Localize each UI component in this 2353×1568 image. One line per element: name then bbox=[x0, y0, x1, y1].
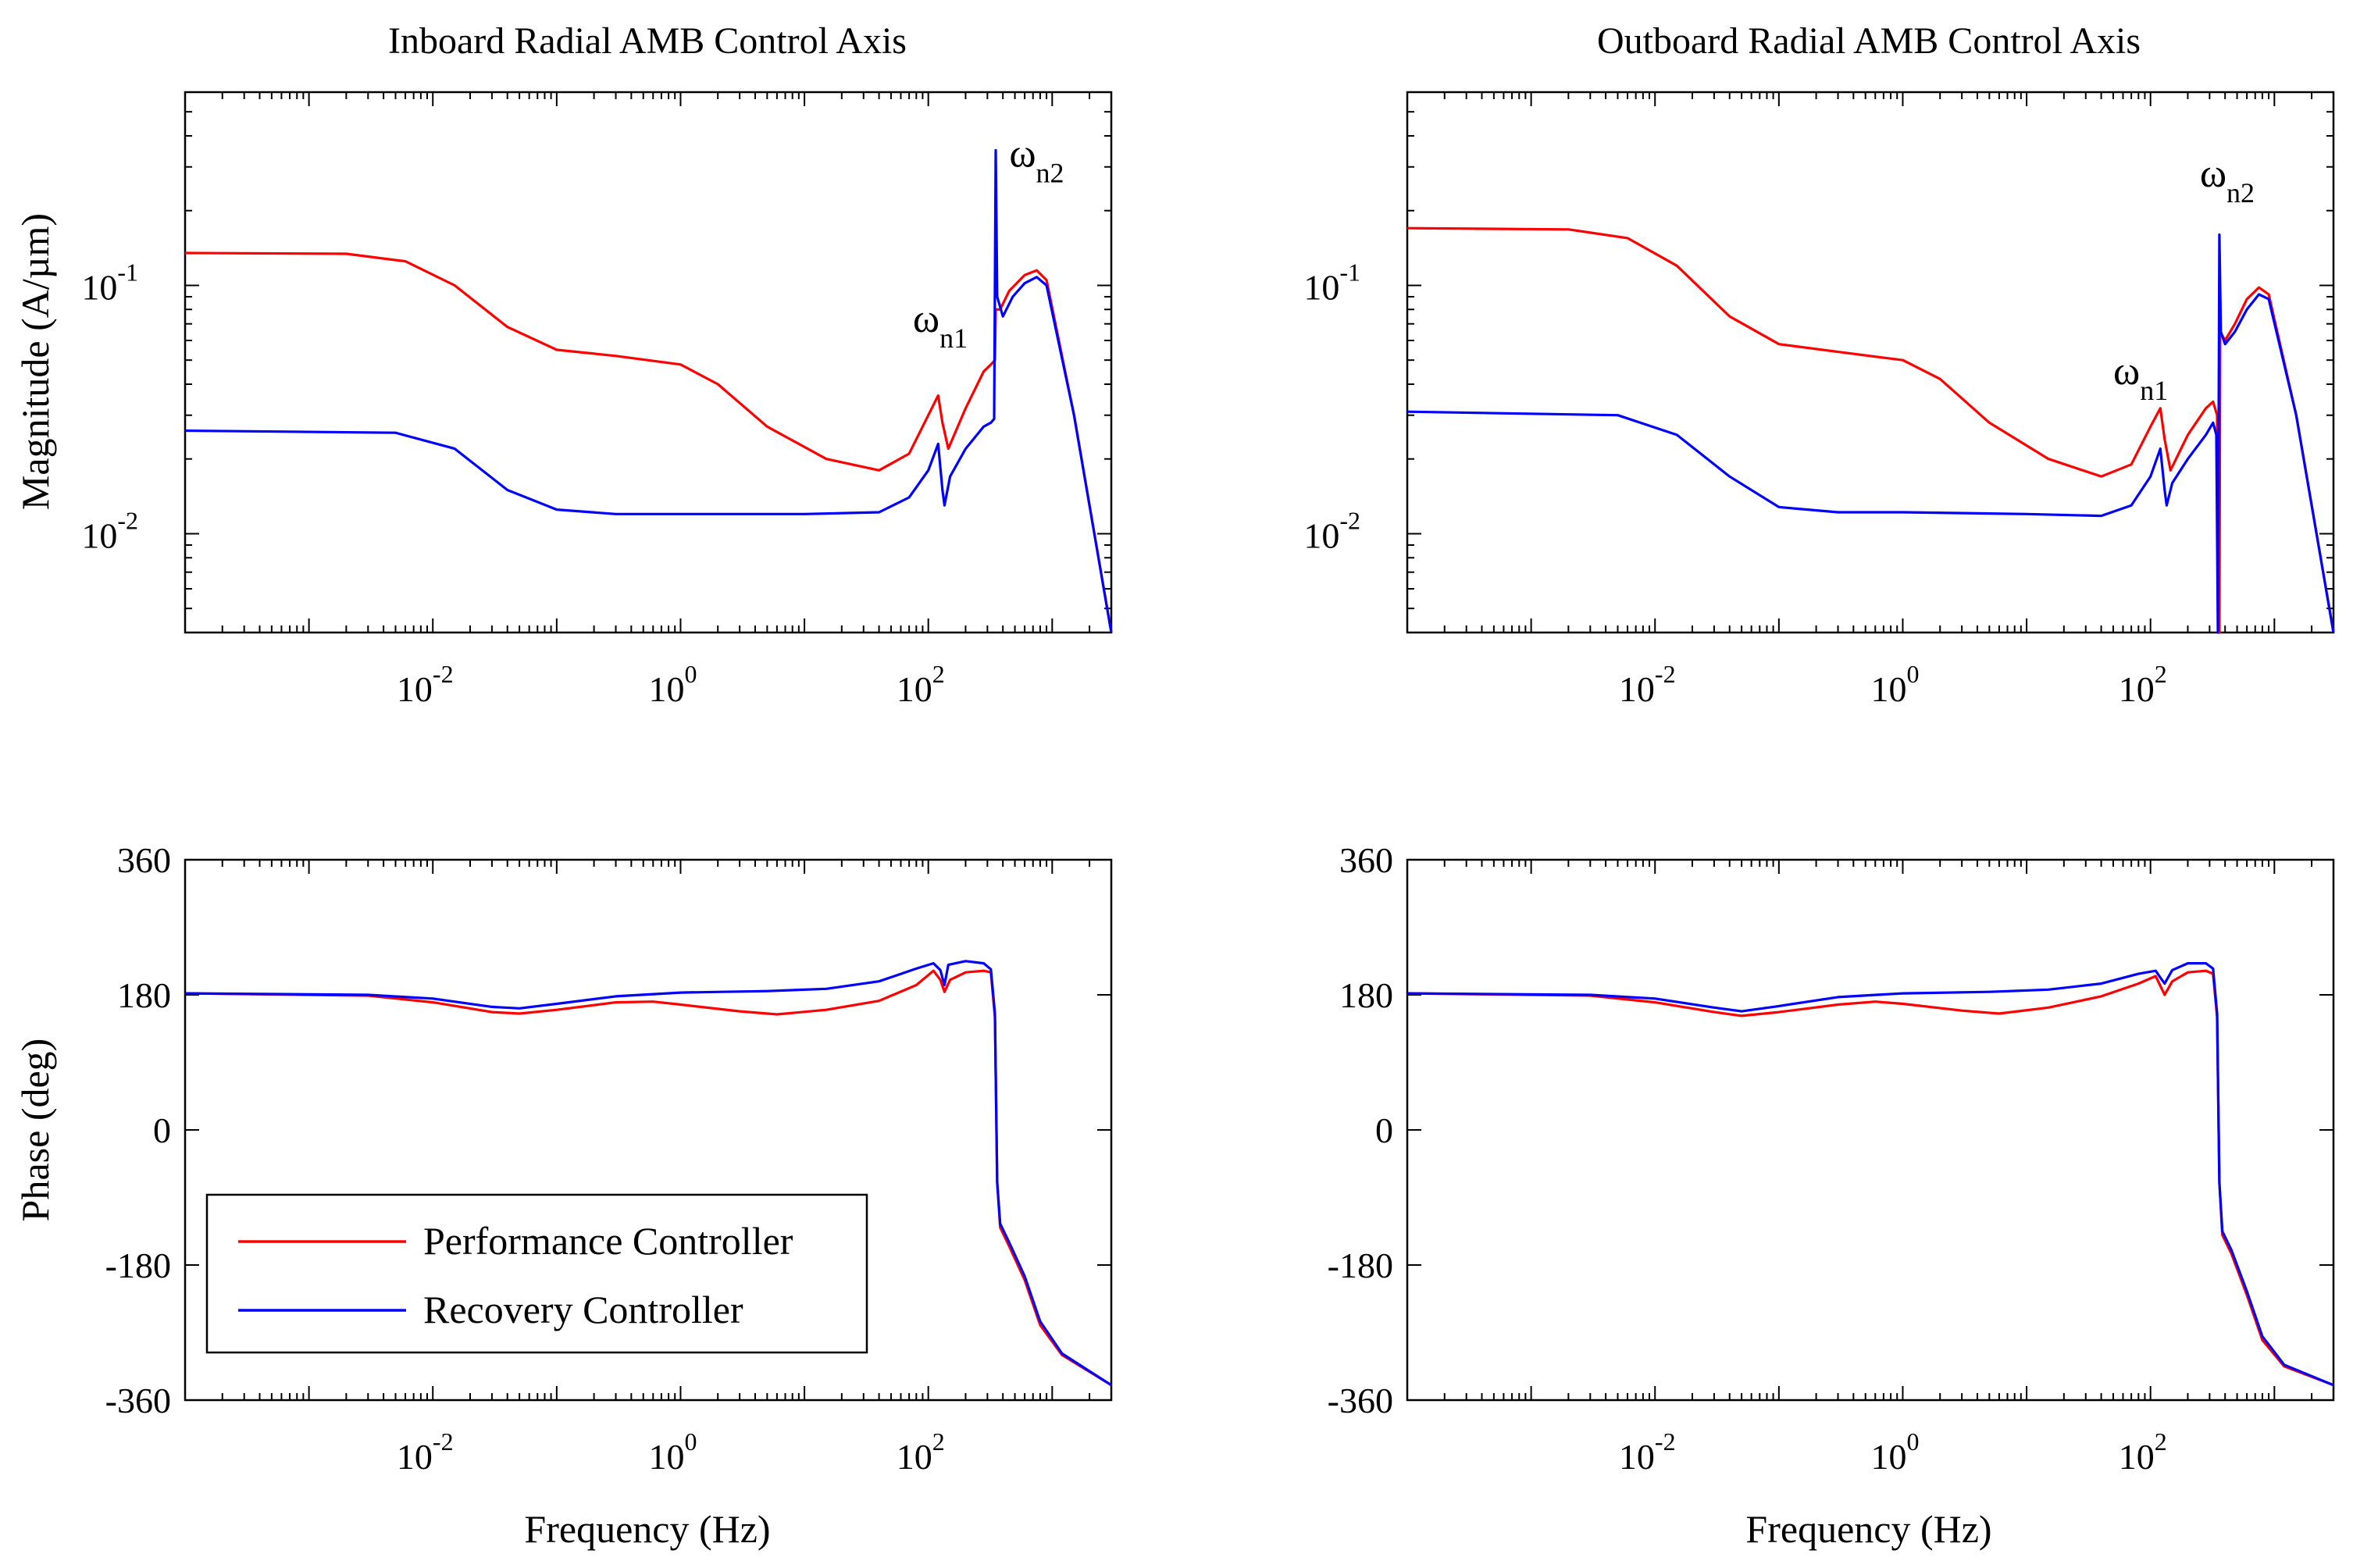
x-tick-label: 102 bbox=[2119, 1427, 2167, 1477]
x-tick-label: 10-2 bbox=[397, 660, 454, 709]
y-tick-label: 360 bbox=[117, 840, 171, 880]
panel-top-right: 10-2 100 102 10-2 10-1 ωn1 ωn2 bbox=[1303, 91, 2335, 709]
x-minor-ticks bbox=[1406, 860, 2334, 1400]
y-tick-label: -180 bbox=[1328, 1245, 1393, 1285]
panel-top-left: 10-2 100 102 10-2 10-1 ωn1 ωn2 bbox=[81, 91, 1113, 709]
annotation-omega-n1: ωn1 bbox=[2113, 349, 2168, 406]
y-tick-label: 180 bbox=[1339, 975, 1393, 1015]
legend-label-recovery: Recovery Controller bbox=[423, 1288, 743, 1331]
series-line-recovery-controller bbox=[1406, 233, 2335, 634]
title-inboard: Inboard Radial AMB Control Axis bbox=[388, 20, 907, 62]
x-minor-ticks bbox=[1406, 92, 2334, 633]
plot-area bbox=[184, 91, 1113, 634]
annotation-omega-n2: ωn2 bbox=[1009, 132, 1064, 189]
y-tick-label: 10-2 bbox=[1303, 506, 1360, 555]
series-line-recovery-controller bbox=[184, 960, 1112, 1387]
ylabel-phase: Phase (deg) bbox=[13, 1039, 57, 1222]
title-outboard: Outboard Radial AMB Control Axis bbox=[1597, 20, 2141, 62]
plot-area bbox=[1406, 91, 2335, 634]
series-line-performance-controller bbox=[184, 969, 1112, 1387]
x-minor-ticks bbox=[184, 92, 1112, 633]
x-tick-label: 10-2 bbox=[1619, 660, 1676, 709]
x-tick-label: 102 bbox=[897, 1427, 945, 1477]
annotation-omega-n2: ωn2 bbox=[2200, 151, 2255, 208]
series-line-performance-controller bbox=[184, 251, 1113, 633]
y-tick-label: 10-1 bbox=[1303, 258, 1360, 307]
y-tick-label: 360 bbox=[1339, 840, 1393, 880]
series-line-recovery-controller bbox=[184, 148, 1113, 633]
y-tick-label: -360 bbox=[105, 1381, 171, 1420]
legend-label-performance: Performance Controller bbox=[423, 1219, 793, 1263]
y-tick-label: 180 bbox=[117, 975, 171, 1015]
series-line-performance-controller bbox=[1406, 226, 2335, 634]
y-tick-label: 10-2 bbox=[81, 506, 138, 555]
y-tick-label: 10-1 bbox=[81, 258, 138, 307]
x-minor-ticks bbox=[184, 860, 1112, 1400]
x-tick-label: 10-2 bbox=[397, 1427, 454, 1477]
y-tick-label: -360 bbox=[1328, 1381, 1393, 1420]
ylabel-magnitude: Magnitude (A/µm) bbox=[13, 213, 57, 510]
x-tick-label: 100 bbox=[1870, 1427, 1919, 1477]
y-minor-ticks bbox=[1407, 111, 2333, 633]
y-tick-label: -180 bbox=[105, 1245, 171, 1285]
x-tick-label: 100 bbox=[1870, 660, 1919, 709]
y-tick-label: 0 bbox=[153, 1110, 171, 1150]
legend-box bbox=[205, 1193, 868, 1354]
xlabel-right: Frequency (Hz) bbox=[1745, 1507, 1991, 1551]
plot-area bbox=[1406, 858, 2335, 1402]
x-tick-label: 102 bbox=[2119, 660, 2167, 709]
x-tick-label: 102 bbox=[897, 660, 945, 709]
y-minor-ticks bbox=[185, 111, 1111, 633]
annotation-omega-n1: ωn1 bbox=[913, 297, 968, 354]
panel-bottom-left: 10-2 100 102 360 180 0 -180 -360 bbox=[105, 840, 1113, 1477]
x-tick-label: 100 bbox=[648, 1427, 697, 1477]
legend: Performance Controller Recovery Controll… bbox=[205, 1193, 868, 1354]
series-line-performance-controller bbox=[1406, 969, 2334, 1387]
series-line-recovery-controller bbox=[1406, 962, 2334, 1387]
y-tick-label: 0 bbox=[1375, 1110, 1393, 1150]
x-tick-label: 10-2 bbox=[1619, 1427, 1676, 1477]
xlabel-left: Frequency (Hz) bbox=[524, 1507, 770, 1551]
panel-bottom-right: 10-2 100 102 360 180 0 -180 -360 bbox=[1328, 840, 2335, 1477]
x-tick-label: 100 bbox=[648, 660, 697, 709]
